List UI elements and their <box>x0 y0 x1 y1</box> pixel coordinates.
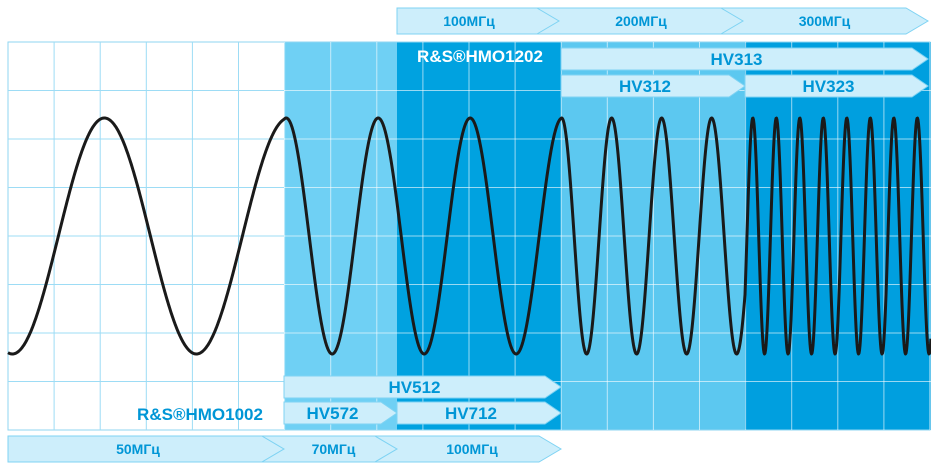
probe-arrow-hv512 <box>283 375 562 399</box>
model-label-upper: R&S®HMO1202 <box>417 47 543 66</box>
probe-arrow-hv313-label: HV313 <box>711 50 763 69</box>
probe-arrow-hv712-label: HV712 <box>445 404 497 423</box>
bottom-scale-label: 70МГц <box>312 441 356 457</box>
probe-arrow-hv572-label: HV572 <box>307 404 359 423</box>
top-scale-label: 100МГц <box>443 13 495 29</box>
signal-wave <box>7 116 931 356</box>
top-scale-label: 200МГц <box>615 13 667 29</box>
arrows <box>7 7 929 463</box>
probe-arrow-hv312-label: HV312 <box>619 77 671 96</box>
probe-arrow-hv712 <box>396 401 562 425</box>
waveform <box>7 116 931 356</box>
bottom-scale-label: 100МГц <box>446 441 498 457</box>
model-label-lower: R&S®HMO1002 <box>137 405 263 424</box>
probe-arrow-hv512-label: HV512 <box>389 378 441 397</box>
probe-arrow-hv312 <box>560 74 746 98</box>
top-scale-label: 300МГц <box>799 13 851 29</box>
bottom-scale-chevron <box>373 435 562 463</box>
probe-arrow-hv323 <box>744 74 929 98</box>
top-scale-chevron <box>719 7 929 35</box>
probe-arrow-hv323-label: HV323 <box>803 77 855 96</box>
probe-arrow-hv572 <box>283 401 398 425</box>
bottom-scale-label: 50МГц <box>116 441 160 457</box>
probe-arrow-hv313 <box>560 47 929 71</box>
labels: 100МГц 200МГц 300МГц 50МГц 70МГц 100МГц HV313 H… <box>116 13 854 457</box>
